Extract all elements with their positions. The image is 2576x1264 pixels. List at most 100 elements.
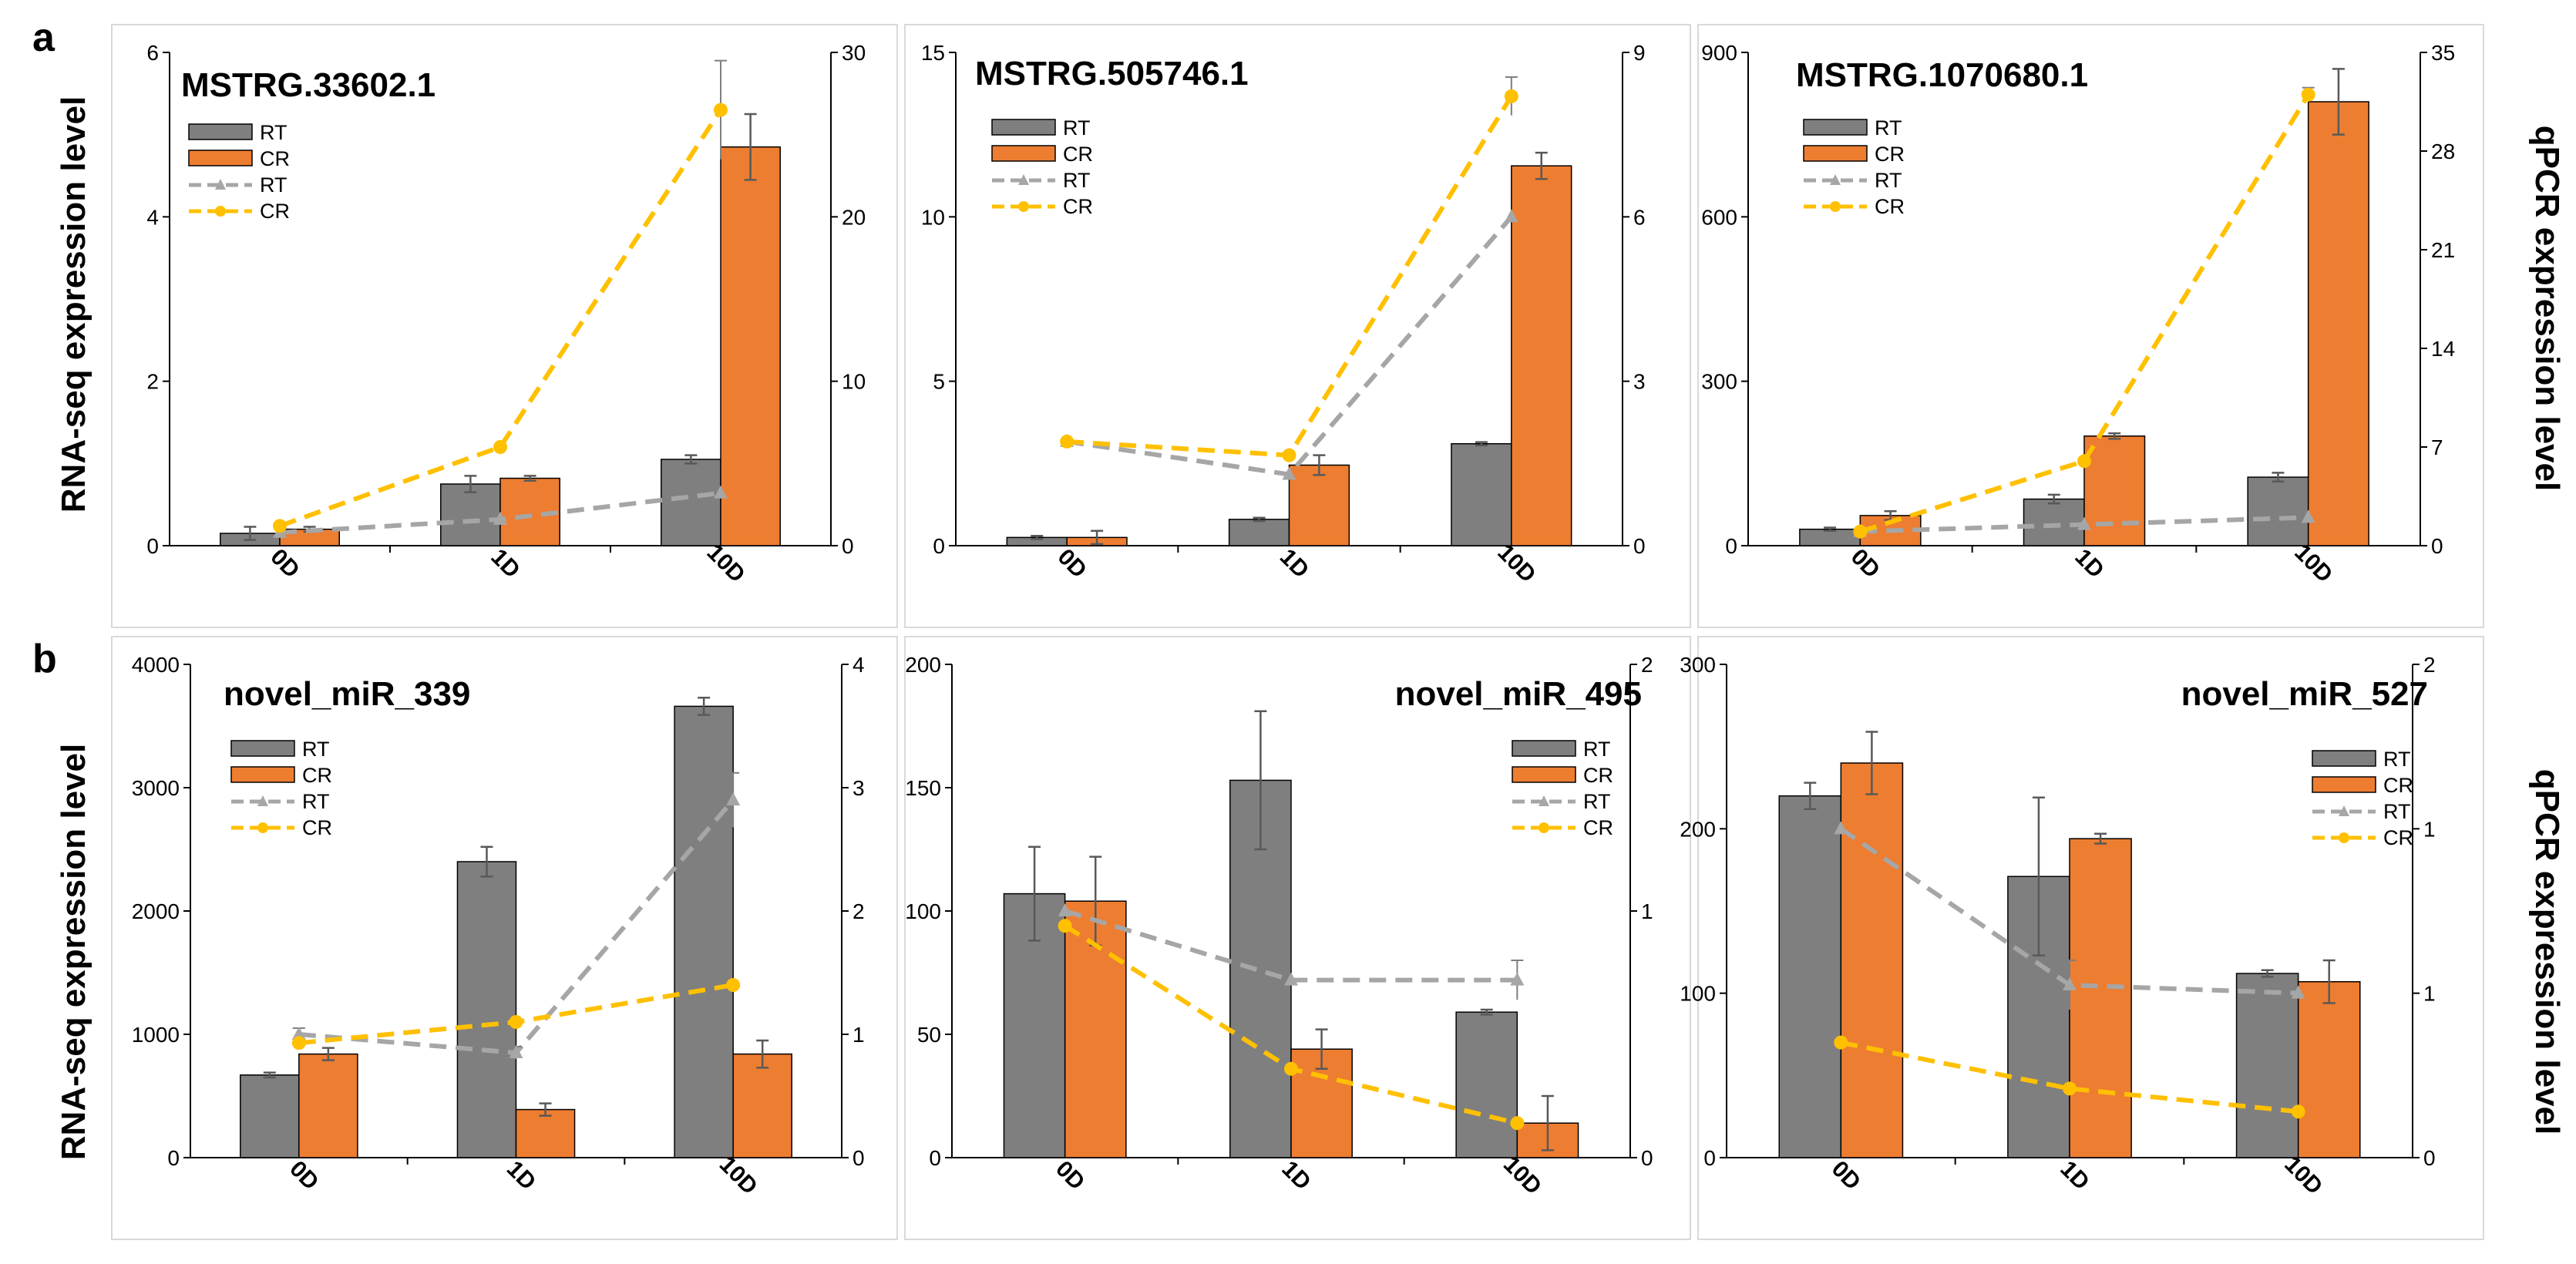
legend-marker-circle xyxy=(1830,201,1841,212)
line-rt-marker-10D xyxy=(714,485,728,499)
bar-cr-1D xyxy=(515,1108,576,1158)
left-tick-label: 2000 xyxy=(132,899,180,923)
left-tick-label: 900 xyxy=(1701,41,1737,65)
legend-swatch-rt-bar xyxy=(230,740,295,757)
bar-cr-10D xyxy=(732,1053,792,1158)
legend-label: CR xyxy=(2383,774,2413,797)
line-cr-marker-0D xyxy=(273,519,287,533)
legend-label: RT xyxy=(1875,169,1902,192)
line-rt-marker-1D xyxy=(2077,516,2091,530)
left-tick-label: 3000 xyxy=(132,776,180,800)
right-tick-label: 4 xyxy=(853,653,865,677)
left-tick-label: 100 xyxy=(1680,982,1716,1006)
right-tick-label: 1 xyxy=(2423,817,2436,841)
line-cr-marker-0D xyxy=(1060,434,1074,449)
legend-label: RT xyxy=(1583,738,1611,761)
right-tick-label: 0 xyxy=(1641,1146,1653,1170)
bar-rt-0D xyxy=(1778,795,1842,1158)
legend-label: CR xyxy=(260,147,290,170)
line-rt-marker-0D xyxy=(1834,821,1848,835)
line-cr-marker-1D xyxy=(1284,1061,1298,1076)
legend-label: RT xyxy=(2383,800,2411,823)
left-tick-label: 4 xyxy=(146,205,159,229)
legend-label: CR xyxy=(1875,195,1905,218)
line-cr-marker-0D xyxy=(1853,524,1868,539)
legend-label: RT xyxy=(302,790,330,813)
legend-swatch-rt-bar xyxy=(188,123,253,140)
left-tick-label: 150 xyxy=(905,776,941,800)
left-tick-label: 5 xyxy=(933,370,945,394)
bar-rt-10D xyxy=(2247,476,2309,546)
line-cr-marker-0D xyxy=(291,1036,306,1051)
line-rt-marker-1D xyxy=(2063,977,2077,990)
left-tick-label: 100 xyxy=(905,899,941,923)
right-tick-label: 7 xyxy=(2431,435,2443,459)
right-tick-label: 0 xyxy=(1633,534,1646,558)
legend-label: RT xyxy=(2383,748,2411,771)
right-tick-label: 6 xyxy=(1633,205,1646,229)
chart-title: novel_miR_339 xyxy=(224,675,470,713)
left-tick-label: 15 xyxy=(921,41,945,65)
line-cr-marker-10D xyxy=(714,103,728,117)
legend-label: RT xyxy=(1875,116,1902,140)
line-cr-marker-1D xyxy=(509,1015,523,1029)
legend-marker-triangle xyxy=(1539,795,1549,806)
left-tick-label: 300 xyxy=(1680,653,1716,677)
right-tick-label: 14 xyxy=(2431,337,2455,361)
right-tick-label: 28 xyxy=(2431,140,2455,163)
left-tick-label: 600 xyxy=(1701,205,1737,229)
left-tick-label: 0 xyxy=(146,534,159,558)
legend-swatch-rt-bar xyxy=(2312,750,2376,767)
line-rt-marker-1D xyxy=(1282,466,1296,480)
bar-rt-1D xyxy=(2023,498,2085,546)
left-axis-label-a: RNA-seq expression level xyxy=(55,96,92,513)
legend-marker-triangle xyxy=(215,179,226,190)
right-tick-label: 30 xyxy=(842,41,866,65)
left-tick-label: 2 xyxy=(146,370,159,394)
legend-swatch-cr-bar xyxy=(1803,145,1868,162)
left-tick-label: 0 xyxy=(167,1146,180,1170)
bar-rt-10D xyxy=(2235,973,2299,1158)
line-rt-marker-10D xyxy=(1510,972,1525,986)
legend-label: CR xyxy=(1063,195,1093,218)
bar-cr-0D xyxy=(298,1053,358,1158)
legend-marker-triangle xyxy=(2339,805,2349,816)
legend-label: CR xyxy=(1063,143,1093,166)
line-rt-marker-1D xyxy=(509,1045,523,1058)
line-cr-marker-0D xyxy=(1058,919,1072,933)
bar-rt-1D xyxy=(1229,779,1292,1158)
line-cr-marker-0D xyxy=(1834,1035,1848,1050)
panel-label-b: b xyxy=(32,637,57,681)
left-tick-label: 6 xyxy=(146,41,159,65)
right-axis-label-b: qPCR expression level xyxy=(2528,769,2566,1135)
line-rt-marker-1D xyxy=(493,511,507,525)
panel-label-a: a xyxy=(32,15,55,60)
right-tick-label: 9 xyxy=(1633,41,1646,65)
right-axis-label-a: qPCR expression level xyxy=(2528,126,2566,491)
bar-rt-10D xyxy=(661,459,721,546)
legend-label: RT xyxy=(260,121,288,144)
line-cr-marker-10D xyxy=(726,978,741,992)
legend-marker-triangle xyxy=(257,795,268,806)
right-tick-label: 3 xyxy=(1633,370,1646,394)
legend-label: RT xyxy=(1063,169,1091,192)
legend-swatch-cr-bar xyxy=(991,145,1056,162)
bar-cr-1D xyxy=(2069,838,2132,1158)
legend-label: CR xyxy=(1583,816,1613,839)
right-tick-label: 2 xyxy=(2423,653,2436,677)
bar-cr-10D xyxy=(720,146,781,546)
chart-title: novel_miR_495 xyxy=(1395,675,1642,713)
legend-swatch-rt-bar xyxy=(1512,740,1576,757)
legend-label: CR xyxy=(302,816,332,839)
right-tick-label: 1 xyxy=(1641,899,1653,923)
bar-rt-10D xyxy=(1455,1011,1518,1158)
chart-title: novel_miR_527 xyxy=(2181,675,2428,713)
right-tick-label: 0 xyxy=(2431,534,2443,558)
right-tick-label: 2 xyxy=(1641,653,1653,677)
line-rt-marker-1D xyxy=(1284,972,1298,986)
bar-cr-1D xyxy=(2083,435,2146,546)
